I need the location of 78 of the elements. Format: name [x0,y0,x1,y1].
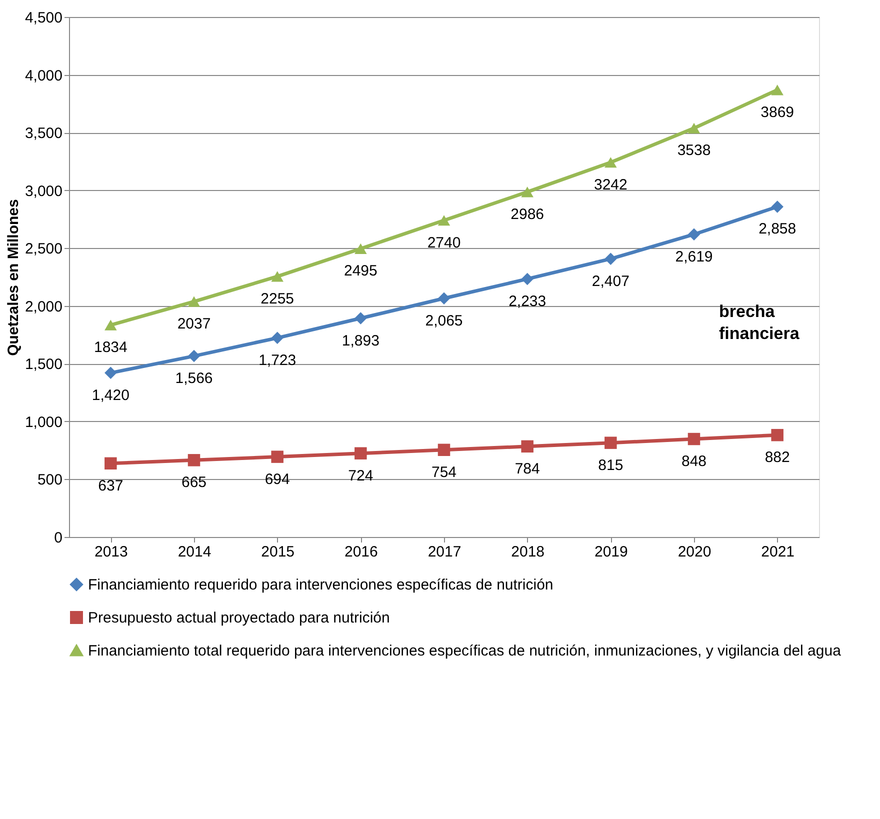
x-tick-label: 2013 [94,544,128,560]
point [688,228,700,240]
data-label: 2255 [260,290,294,308]
point [438,215,450,226]
data-label: 848 [681,453,707,470]
point [104,366,117,380]
y-tick-label: 1,500 [24,356,62,374]
data-label: 2,065 [425,312,463,330]
data-label: 815 [598,456,624,474]
point [688,122,700,134]
point [771,200,784,213]
legend-label: Presupuesto actual proyectado para nutrición [88,610,390,626]
point [438,444,450,456]
point [188,454,200,466]
point [604,157,617,168]
point [771,84,784,96]
data-label: 694 [264,470,290,488]
y-tick-label: 4,500 [24,10,62,26]
point [604,252,617,265]
point [354,312,367,324]
point [438,292,450,304]
y-tick-label: 3,000 [24,182,62,200]
point [688,432,700,446]
data-label: 1834 [94,339,128,356]
x-tick-label: 2015 [261,544,295,560]
point [188,350,200,362]
data-label: 1,566 [175,370,213,388]
point [271,271,284,282]
data-label: 665 [181,474,207,492]
x-tick-label: 2020 [678,544,712,560]
data-label: 3869 [760,104,794,121]
x-tick-label: 2018 [511,544,545,560]
y-tick-label: 500 [37,472,62,489]
x-tick-label: 2017 [428,544,462,560]
point [354,243,367,254]
legend-label: Financiamiento total requerido para intervenciones específicas de nutrición, inmunizaciones, y vigilancia del agua [88,642,842,660]
data-label: 2,619 [675,248,713,266]
point [771,428,784,442]
point [104,457,117,470]
point [188,296,200,307]
data-label: 2495 [344,262,378,280]
legend-label: Financiamiento requerido para intervenciones específicas de nutrición [88,576,554,594]
point [521,440,534,453]
data-label: 1,723 [258,352,296,369]
data-label: 3538 [677,142,711,160]
data-label: 882 [764,449,790,466]
data-label: 754 [431,464,457,481]
data-label: 3242 [594,176,628,194]
data-label: 724 [348,467,374,484]
x-tick-label: 2019 [594,544,628,560]
y-tick-label: 2,500 [24,240,62,258]
y-tick-label: 1,000 [24,414,62,431]
point [104,320,117,330]
y-tick-label: 3,500 [24,125,62,142]
data-label: 1,893 [342,332,380,350]
data-label: 2,407 [592,272,630,290]
y-axis-title: Quetzales en Millones [4,199,22,356]
y-tick-label: 2,000 [24,298,62,316]
point [271,332,284,344]
point [521,272,534,286]
data-label: 2740 [427,234,461,252]
point [604,436,617,449]
x-tick-label: 2014 [178,544,212,560]
point [354,447,367,460]
data-label: 637 [98,477,124,494]
y-tick-label: 4,000 [24,67,62,84]
x-tick-label: 2016 [344,544,378,560]
annotation: brecha financiera [719,302,800,343]
data-label: 2037 [177,316,211,333]
data-label: 784 [514,460,540,478]
x-tick-label: 2021 [761,544,795,560]
point [271,450,284,463]
data-label: 2,233 [508,292,546,310]
point [521,186,534,198]
data-label: 2,858 [758,220,796,238]
data-label: 2986 [510,206,544,223]
y-tick-label: 0 [54,530,62,546]
data-label: 1,420 [92,386,130,404]
